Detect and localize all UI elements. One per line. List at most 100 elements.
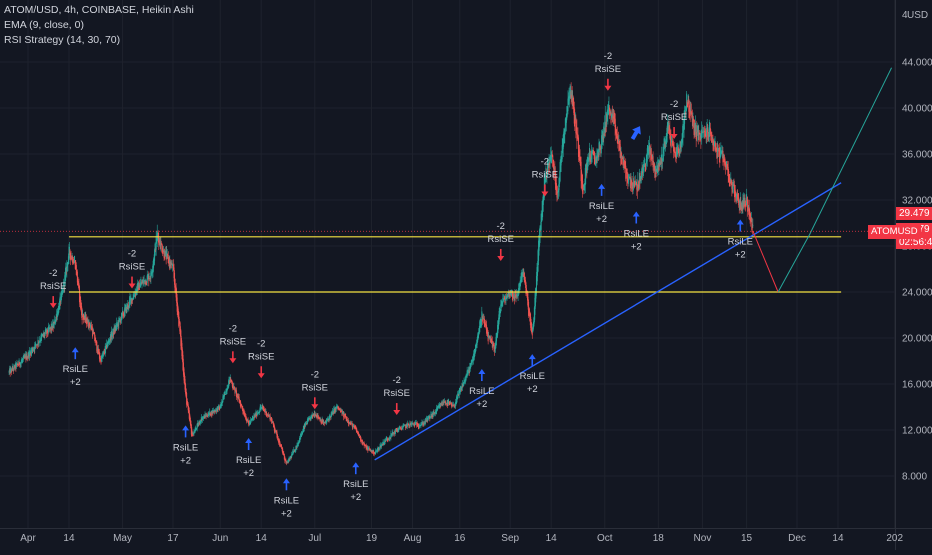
candle-body bbox=[152, 264, 154, 272]
candle-body bbox=[394, 432, 396, 435]
candle-body bbox=[254, 413, 256, 418]
time-tick-label: 14 bbox=[546, 533, 558, 544]
candle-body bbox=[180, 338, 182, 349]
legend-ema[interactable]: EMA (9, close, 0) bbox=[4, 19, 84, 31]
candle-body bbox=[29, 350, 31, 357]
candle-body bbox=[511, 291, 513, 296]
candle-body bbox=[336, 406, 338, 408]
candle-body bbox=[406, 423, 408, 427]
candle-body bbox=[491, 340, 493, 342]
candle-body bbox=[340, 410, 342, 411]
candle-body bbox=[714, 140, 716, 147]
candle-body bbox=[413, 423, 415, 425]
candle-body bbox=[621, 152, 623, 165]
short-signal-qty: -2 bbox=[604, 51, 612, 62]
candle-body bbox=[290, 457, 292, 459]
candle-body bbox=[219, 406, 221, 409]
candle-body bbox=[62, 291, 64, 292]
candle-body bbox=[388, 438, 390, 440]
candle-body bbox=[30, 352, 32, 356]
long-signal-label: RsiLE bbox=[624, 229, 649, 240]
candle-body bbox=[474, 351, 476, 353]
candle-body bbox=[39, 340, 41, 343]
candle-body bbox=[377, 447, 379, 450]
candle-body bbox=[552, 160, 554, 167]
price-tick-label-top: 4 bbox=[902, 10, 908, 21]
candle-body bbox=[353, 425, 355, 428]
time-tick-label: Sep bbox=[501, 533, 519, 544]
candle-body bbox=[63, 286, 65, 288]
long-signal-label: RsiLE bbox=[520, 371, 545, 382]
candle-body bbox=[467, 371, 469, 373]
candle-body bbox=[538, 240, 540, 251]
candle-body bbox=[256, 413, 258, 415]
candle-body bbox=[696, 125, 698, 136]
candle-body bbox=[386, 438, 388, 440]
candle-body bbox=[132, 298, 134, 300]
candle-body bbox=[627, 179, 629, 182]
candle-body bbox=[619, 145, 621, 151]
candle-body bbox=[28, 354, 30, 358]
candle-body bbox=[54, 321, 56, 323]
candle-body bbox=[680, 145, 682, 149]
candle-body bbox=[687, 95, 689, 104]
candle-body bbox=[328, 418, 330, 421]
candle-body bbox=[114, 330, 116, 332]
candle-body bbox=[556, 186, 558, 198]
candle-body bbox=[95, 340, 97, 342]
candle-body bbox=[290, 456, 292, 459]
candle-body bbox=[197, 424, 199, 426]
legend-rsi[interactable]: RSI Strategy (14, 30, 70) bbox=[4, 34, 121, 46]
candle-body bbox=[682, 123, 684, 138]
candle-body bbox=[277, 434, 279, 438]
candle-body bbox=[659, 160, 661, 165]
candle-body bbox=[251, 418, 253, 421]
long-signal-label: RsiLE bbox=[63, 364, 88, 375]
candle-body bbox=[187, 402, 189, 407]
candle-body bbox=[248, 420, 250, 425]
candle-body bbox=[173, 267, 175, 279]
candle-body bbox=[407, 422, 409, 425]
candle-body bbox=[215, 410, 217, 412]
short-signal-qty: -2 bbox=[393, 375, 401, 386]
candle-body bbox=[159, 239, 161, 245]
candle-body bbox=[675, 154, 677, 155]
candle-body bbox=[384, 438, 386, 443]
candle-body bbox=[450, 403, 452, 404]
candle-body bbox=[161, 248, 163, 254]
candle-body bbox=[500, 302, 502, 308]
candle-body bbox=[501, 303, 503, 306]
candle-body bbox=[247, 418, 249, 421]
candle-body bbox=[736, 193, 738, 197]
candle-body bbox=[494, 348, 496, 350]
price-tick-label: 44.000 bbox=[902, 58, 932, 69]
candle-body bbox=[389, 437, 391, 439]
legend-title[interactable]: ATOM/USD, 4h, COINBASE, Heikin Ashi bbox=[4, 4, 194, 16]
short-signal-label: RsiSE bbox=[40, 281, 66, 292]
candle-body bbox=[153, 259, 155, 268]
candle-body bbox=[201, 418, 203, 420]
candle-body bbox=[584, 183, 586, 187]
candle-body bbox=[606, 120, 608, 122]
candle-body bbox=[337, 407, 339, 410]
candle-body bbox=[501, 302, 503, 305]
candle-body bbox=[67, 256, 69, 264]
candle-body bbox=[608, 105, 610, 110]
candle-body bbox=[580, 161, 582, 182]
candle-body bbox=[576, 134, 578, 138]
candle-body bbox=[95, 340, 97, 343]
candle-body bbox=[106, 345, 108, 349]
candle-body bbox=[746, 199, 748, 201]
candle-body bbox=[458, 394, 460, 396]
candle-body bbox=[673, 147, 675, 150]
candle-body bbox=[466, 370, 468, 377]
candle-body bbox=[75, 264, 77, 266]
candle-body bbox=[635, 181, 637, 185]
candle-body bbox=[12, 368, 14, 370]
candle-body bbox=[438, 406, 440, 408]
candle-body bbox=[166, 252, 168, 256]
candle-body bbox=[708, 133, 710, 135]
candle-body bbox=[143, 280, 145, 283]
candle-body bbox=[430, 415, 432, 418]
